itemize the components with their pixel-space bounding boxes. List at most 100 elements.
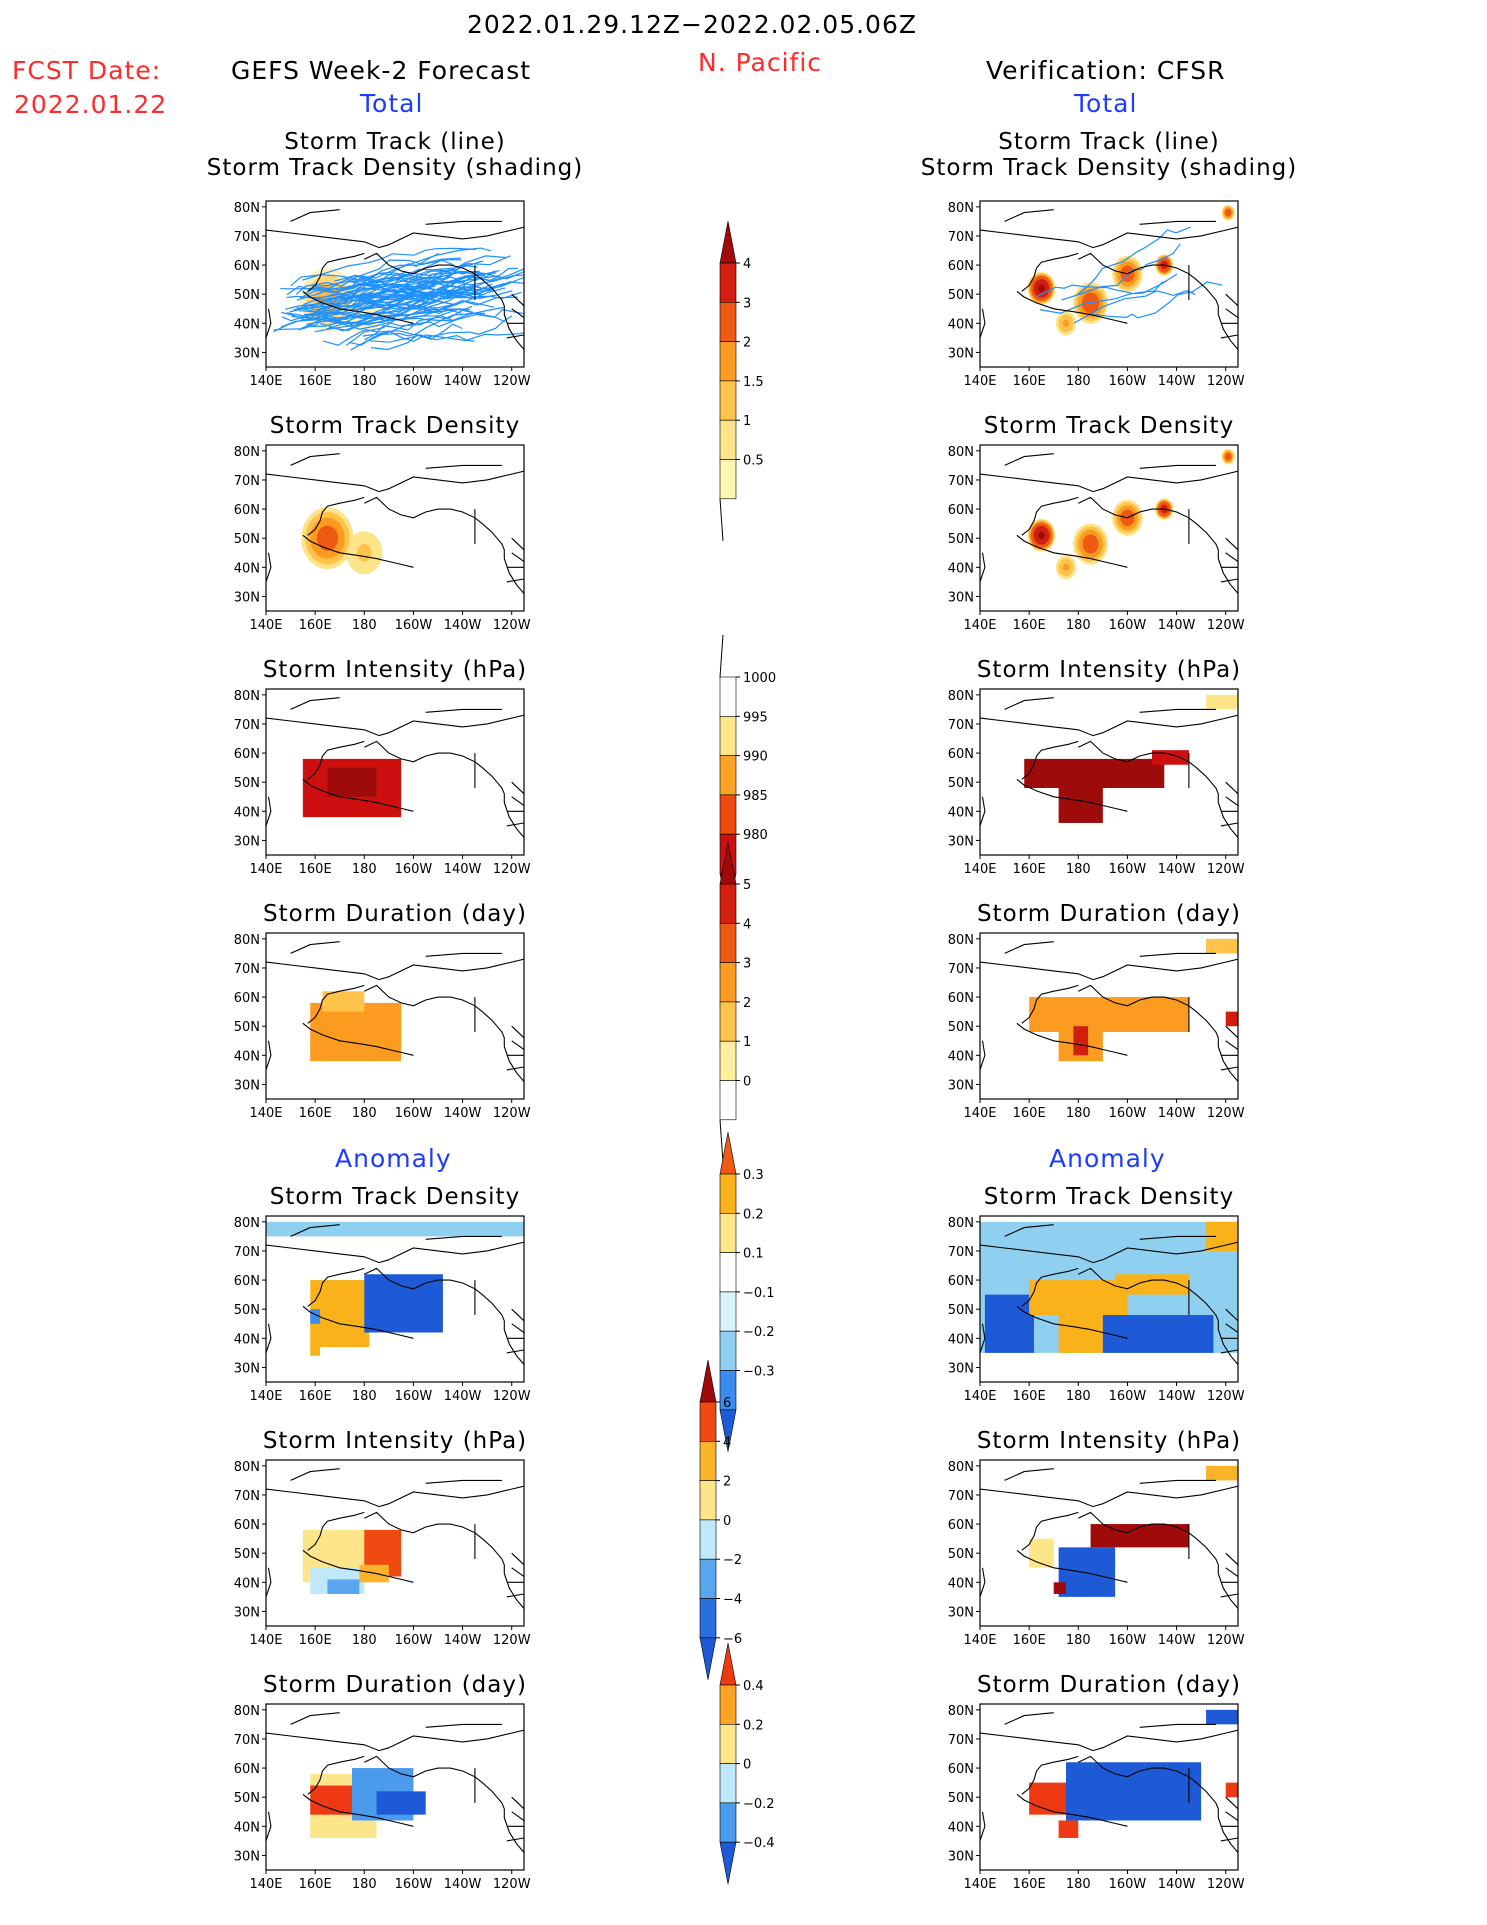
x-tick-label: 160E <box>1013 618 1046 633</box>
colorbar-label: 990 <box>743 750 768 765</box>
y-tick-label: 50N <box>948 1547 974 1562</box>
coastline <box>425 708 502 713</box>
map-panel-0: 140E 160E 180 160W 140W 120W 80N 70N 60N 50N 40N 30… <box>207 129 582 389</box>
x-tick-label: 120W <box>1207 862 1245 877</box>
colorbar-segment <box>699 1441 717 1481</box>
density-contour <box>1062 319 1070 327</box>
x-tick-label: 140W <box>444 862 482 877</box>
x-tick-label: 180 <box>352 1106 377 1121</box>
map-frame <box>979 444 1239 612</box>
coastline <box>1016 1305 1128 1339</box>
coastline <box>290 697 340 710</box>
density-contour <box>1038 284 1045 293</box>
grid-cell-block <box>1024 758 1165 789</box>
y-tick-label: 40N <box>234 805 260 820</box>
x-tick-label: 140W <box>1158 1877 1196 1892</box>
y-tick-label: 50N <box>948 1020 974 1035</box>
x-tick-label: 140W <box>1158 1633 1196 1648</box>
coastline <box>266 1485 524 1508</box>
x-tick-label: 160E <box>299 1877 332 1892</box>
y-tick-label: 70N <box>234 1733 260 1748</box>
coastline <box>1016 290 1128 324</box>
y-tick-label: 70N <box>948 474 974 489</box>
colorbar-label: −0.3 <box>743 1365 775 1380</box>
map-frame <box>979 1703 1239 1871</box>
storm-track-line <box>371 315 513 351</box>
coastline <box>307 496 365 536</box>
colorbar-label: 0 <box>743 1758 751 1773</box>
y-tick-label: 60N <box>234 259 260 274</box>
storm-track-line <box>1039 280 1168 314</box>
x-tick-label: 160W <box>1109 1106 1147 1121</box>
x-tick-label: 120W <box>493 618 531 633</box>
x-tick-label: 160W <box>1109 618 1147 633</box>
panel-title: Storm Duration (day) <box>263 901 527 927</box>
coastline <box>1225 1552 1238 1566</box>
coastline <box>302 534 414 568</box>
storm-track-line <box>296 247 492 301</box>
grid-cell-block <box>310 1002 402 1062</box>
grid-cell-block <box>322 991 365 1012</box>
coastline <box>266 1241 524 1264</box>
x-tick-label: 180 <box>352 1389 377 1404</box>
coastline <box>266 1729 524 1752</box>
map-panel-11: 140E 160E 180 160W 140W 120W 80N 70N 60N 50N 40N 30… <box>948 1428 1245 1648</box>
y-tick-label: 80N <box>948 201 974 216</box>
colorbar-arrow <box>719 1409 737 1452</box>
y-tick-label: 50N <box>234 288 260 303</box>
grid-cell-block <box>1206 938 1238 954</box>
map-panel-10: 140E 160E 180 160W 140W 120W 80N 70N 60N 50N 40N 30… <box>234 1428 531 1648</box>
storm-track-line <box>1073 290 1196 324</box>
density-contour <box>1224 208 1232 217</box>
density-contour <box>1062 563 1070 571</box>
density-contour <box>316 525 339 551</box>
colorbar-density-anomaly: 0.3 0.2 0.1 −0.1 −0.2 −0.3 <box>719 1131 775 1452</box>
colorbar-segment <box>719 1213 737 1253</box>
colorbar-segment <box>719 1040 737 1081</box>
coastline <box>1016 1793 1128 1827</box>
x-tick-label: 140E <box>963 618 996 633</box>
x-tick-label: 140W <box>444 1106 482 1121</box>
coastline <box>980 1241 1238 1264</box>
map-panel-8: 140E 160E 180 160W 140W 120W 80N 70N 60N 50N 40N 30… <box>234 1184 531 1404</box>
grid-cell-block <box>1066 1762 1202 1821</box>
x-tick-label: 140E <box>249 1877 282 1892</box>
coastline <box>1220 578 1238 583</box>
coastline <box>1021 984 1079 1024</box>
y-tick-label: 50N <box>948 532 974 547</box>
grid-cell-block <box>327 1579 360 1594</box>
coastline <box>506 1349 524 1354</box>
colorbar-label: 0.1 <box>743 1247 764 1262</box>
y-tick-label: 70N <box>234 718 260 733</box>
storm-track-line <box>286 257 461 296</box>
grid-cell-block <box>327 767 377 797</box>
panel-title: Storm Track Density <box>984 1184 1234 1210</box>
coastline <box>290 1224 340 1237</box>
colorbar-segment <box>719 1802 737 1843</box>
coastline <box>506 334 524 339</box>
x-tick-label: 160W <box>395 374 433 389</box>
map-frame <box>265 688 525 856</box>
y-tick-label: 60N <box>234 503 260 518</box>
x-tick-label: 140E <box>249 862 282 877</box>
colorbar-duration-anomaly: 0.4 0.2 0 −0.2 −0.4 <box>719 1642 775 1885</box>
y-tick-label: 80N <box>234 1704 260 1719</box>
coastline <box>506 1837 524 1842</box>
coastline <box>266 1811 272 1842</box>
x-tick-label: 180 <box>1066 1633 1091 1648</box>
x-tick-label: 120W <box>493 1389 531 1404</box>
y-tick-label: 40N <box>948 1332 974 1347</box>
colorbar-segment <box>719 1291 737 1332</box>
coastline <box>266 796 272 827</box>
forecast-total-label: Total <box>360 89 424 118</box>
grid-cell-block <box>1029 1538 1054 1568</box>
x-tick-label: 140W <box>1158 618 1196 633</box>
y-tick-label: 60N <box>948 1518 974 1533</box>
coastline <box>425 220 502 225</box>
colorbar-label: 0 <box>723 1514 731 1529</box>
x-tick-label: 180 <box>1066 618 1091 633</box>
colorbar-segment <box>719 1684 737 1725</box>
y-tick-label: 70N <box>948 1733 974 1748</box>
storm-track-line <box>302 247 476 281</box>
colorbar-duration: 5 4 3 2 1 0 <box>719 841 751 1162</box>
